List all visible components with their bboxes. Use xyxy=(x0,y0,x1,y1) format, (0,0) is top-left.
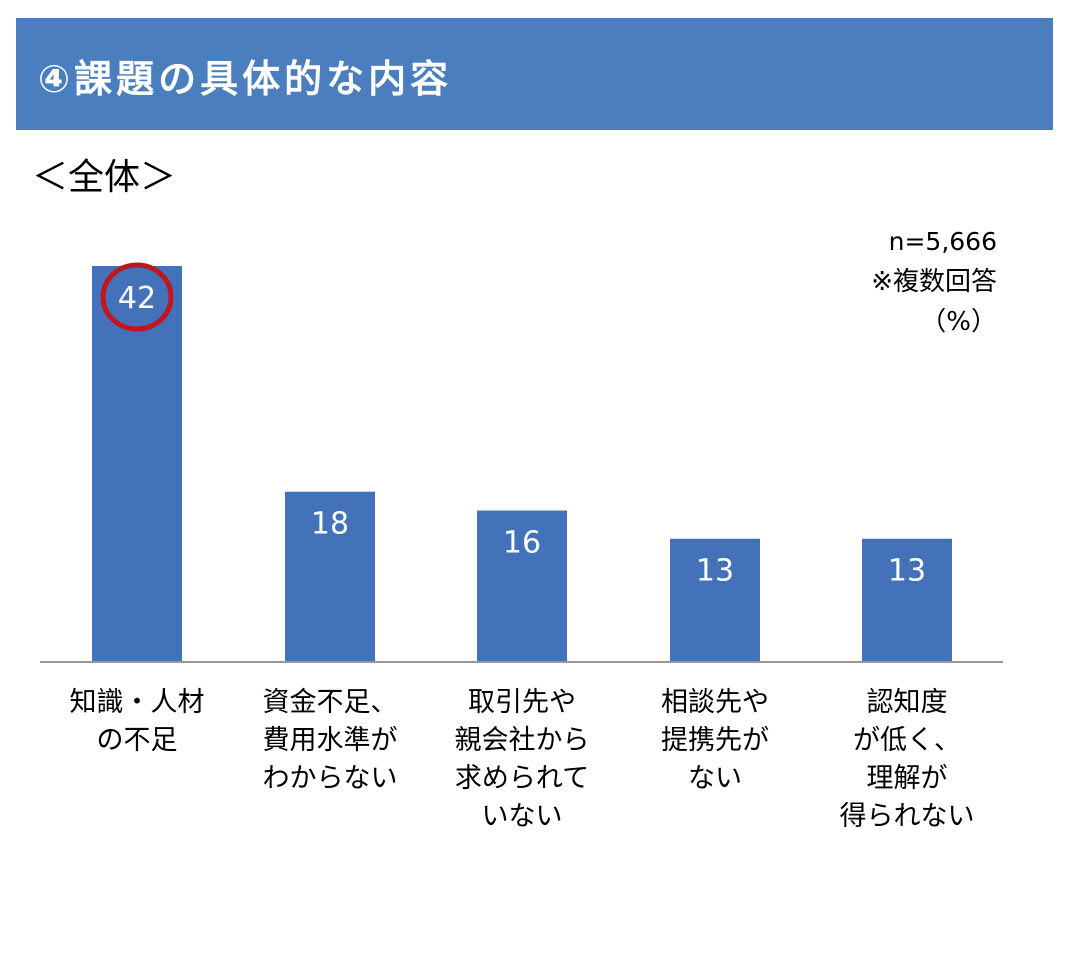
category-label-0: 知識・人材 の不足 xyxy=(69,687,205,756)
data-label-3: 13 xyxy=(696,554,734,589)
data-label-1: 18 xyxy=(311,507,349,542)
category-label-3: 相談先や 提携先が ない xyxy=(661,687,769,794)
chart-subtitle: ＜全体＞ xyxy=(32,157,177,198)
sample-size: n=5,666 xyxy=(888,227,997,256)
bar-2 xyxy=(477,510,567,661)
page-title: ④課題の具体的な内容 xyxy=(38,57,453,101)
data-label-4: 13 xyxy=(888,554,926,589)
data-label-0: 42 xyxy=(118,281,156,316)
category-label-4: 認知度 が低く、 理解が 得られない xyxy=(839,687,975,832)
header-banner: ④課題の具体的な内容 xyxy=(16,18,1053,130)
multiple-answer-note: ※複数回答 xyxy=(871,267,997,297)
data-label-2: 16 xyxy=(503,526,541,561)
chart-notes: n=5,666 ※複数回答 （%） xyxy=(871,222,997,342)
category-label-1: 資金不足、 費用水準が わからない xyxy=(262,687,398,794)
bar-1 xyxy=(285,491,375,661)
highlight-circle xyxy=(100,262,174,332)
bar-0 xyxy=(92,266,182,661)
bar-4 xyxy=(862,538,952,661)
bar-3 xyxy=(670,538,760,661)
category-label-2: 取引先や 親会社から 求められて いない xyxy=(454,687,590,832)
unit-note: （%） xyxy=(920,307,997,337)
